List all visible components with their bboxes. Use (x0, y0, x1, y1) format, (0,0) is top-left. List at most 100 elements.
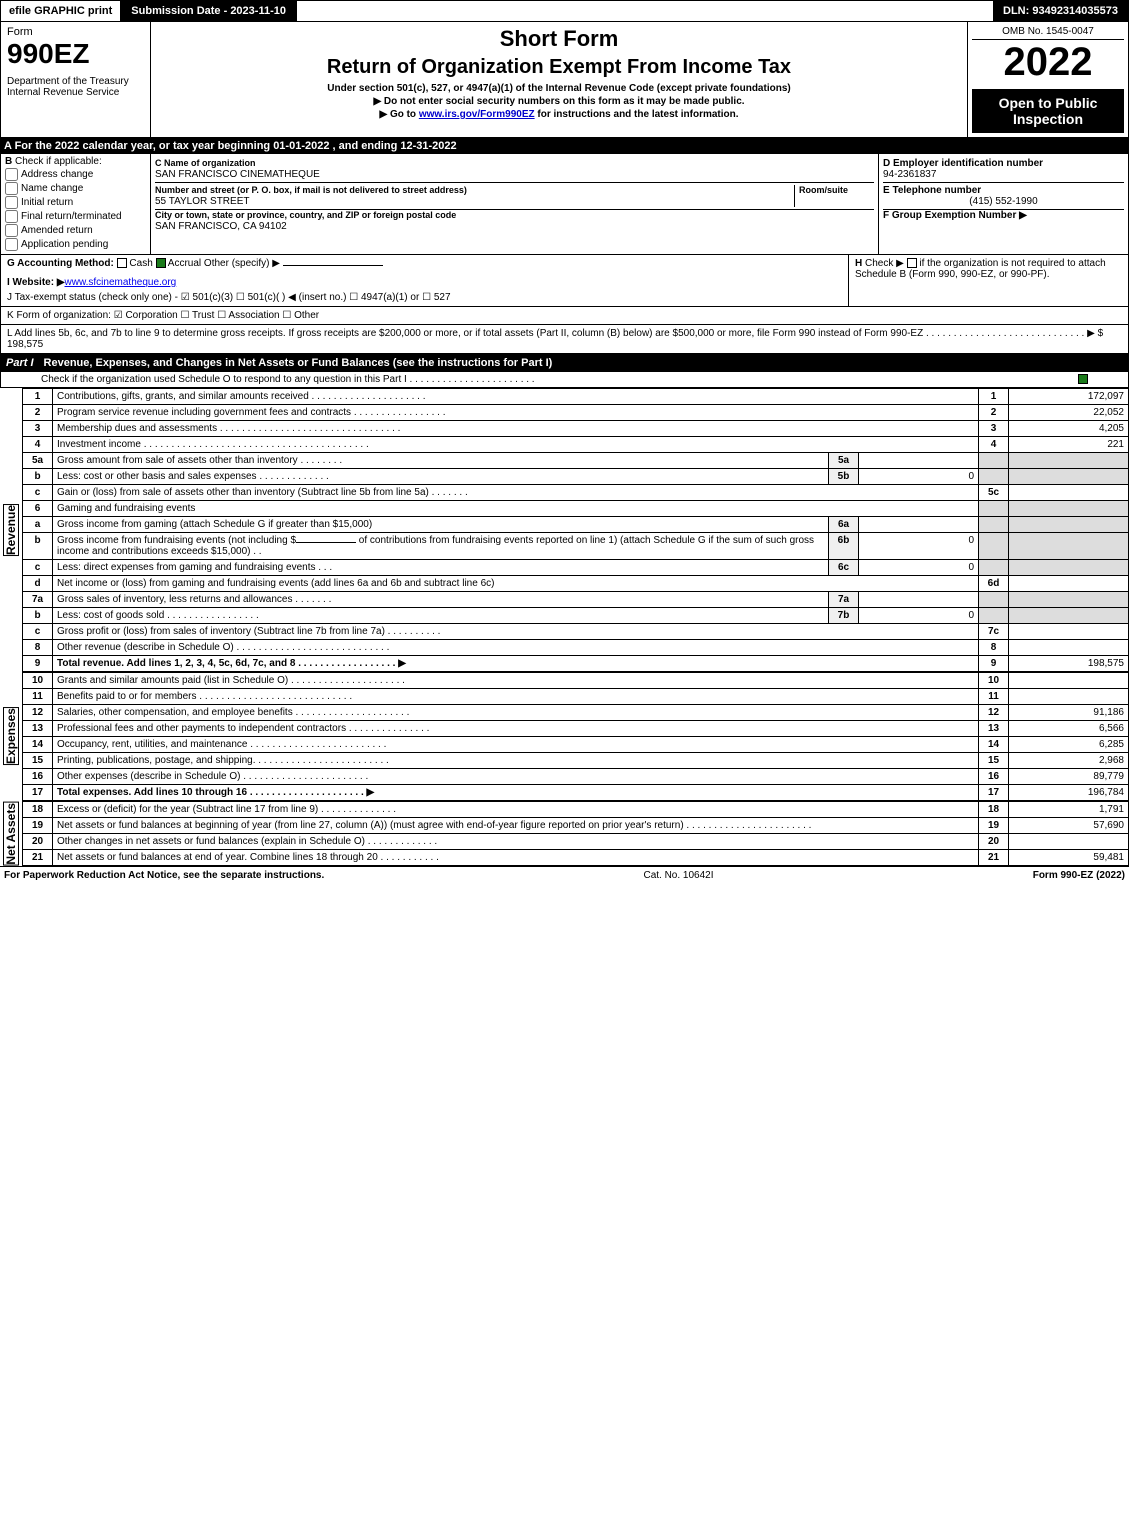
line-6b: bGross income from fundraising events (n… (23, 533, 1129, 560)
part-1-check-row: Check if the organization used Schedule … (0, 372, 1129, 388)
page-footer: For Paperwork Reduction Act Notice, see … (0, 866, 1129, 884)
ln-7a-num: 7a (23, 592, 53, 608)
ln-2-desc: Program service revenue including govern… (53, 405, 979, 421)
ln-6d-desc: Net income or (loss) from gaming and fun… (53, 576, 979, 592)
part-1-check-text: Check if the organization used Schedule … (41, 374, 535, 385)
ln-7b-num: b (23, 608, 53, 624)
chk-amended[interactable]: Amended return (5, 224, 146, 237)
exp-num: 10 (23, 673, 53, 689)
part-1-header: Part I Revenue, Expenses, and Changes in… (0, 354, 1129, 372)
netassets-side-label: Net Assets (3, 802, 19, 866)
h-checkbox[interactable] (907, 258, 917, 268)
ln-2-rval: 22,052 (1009, 405, 1129, 421)
ln-5b-mnum: 5b (829, 469, 859, 485)
line-7b: bLess: cost of goods sold . . . . . . . … (23, 608, 1129, 624)
exp-rnum: 17 (979, 785, 1009, 801)
ln-5b-num: b (23, 469, 53, 485)
line-l-text: L Add lines 5b, 6c, and 7b to line 9 to … (7, 328, 1103, 339)
org-name: SAN FRANCISCO CINEMATHEQUE (155, 169, 320, 180)
ln-6b-mnum: 6b (829, 533, 859, 560)
revenue-table: 1Contributions, gifts, grants, and simil… (22, 388, 1129, 672)
ln-6-shade2 (1009, 501, 1129, 517)
ln-6b-mval: 0 (859, 533, 979, 560)
chk-initial-box[interactable] (5, 196, 18, 209)
h-label: H (855, 258, 862, 269)
chk-initial-return[interactable]: Initial return (5, 196, 146, 209)
g-label: G Accounting Method: (7, 258, 114, 269)
na-desc: Excess or (deficit) for the year (Subtra… (53, 802, 979, 818)
ln-6-num: 6 (23, 501, 53, 517)
ln-6a-shade2 (1009, 517, 1129, 533)
line-j: J Tax-exempt status (check only one) - ☑… (7, 292, 842, 303)
c-label: C Name of organization (155, 158, 256, 168)
ln-7a-desc: Gross sales of inventory, less returns a… (53, 592, 829, 608)
exp-num: 14 (23, 737, 53, 753)
table-row: 20Other changes in net assets or fund ba… (23, 834, 1129, 850)
opt-0: Address change (21, 169, 93, 180)
expenses-section: Expenses 10Grants and similar amounts pa… (0, 672, 1129, 801)
ln-1-rnum: 1 (979, 389, 1009, 405)
expenses-content: 10Grants and similar amounts paid (list … (22, 672, 1129, 801)
ln-7b-mnum: 7b (829, 608, 859, 624)
ln-6c-mnum: 6c (829, 560, 859, 576)
ln-4-desc: Investment income . . . . . . . . . . . … (53, 437, 979, 453)
line-5b: bLess: cost or other basis and sales exp… (23, 469, 1129, 485)
ln-3-num: 3 (23, 421, 53, 437)
ln-8-num: 8 (23, 640, 53, 656)
ln-2-rnum: 2 (979, 405, 1009, 421)
cash-checkbox[interactable] (117, 258, 127, 268)
line-3: 3Membership dues and assessments . . . .… (23, 421, 1129, 437)
e-label: E Telephone number (883, 185, 981, 196)
chk-amended-box[interactable] (5, 224, 18, 237)
opt-2: Initial return (21, 197, 73, 208)
ln-6b-shade2 (1009, 533, 1129, 560)
na-rval: 57,690 (1009, 818, 1129, 834)
chk-pending-box[interactable] (5, 238, 18, 251)
chk-name-change-box[interactable] (5, 182, 18, 195)
ln-6d-rval (1009, 576, 1129, 592)
ln-6a-num: a (23, 517, 53, 533)
ln-5b-shade2 (1009, 469, 1129, 485)
na-rnum: 18 (979, 802, 1009, 818)
chk-name-change[interactable]: Name change (5, 182, 146, 195)
ln-9-rval: 198,575 (1009, 656, 1129, 672)
other-specify-line[interactable] (283, 265, 383, 266)
chk-address-change-box[interactable] (5, 168, 18, 181)
section-b: B Check if applicable: Address change Na… (1, 154, 151, 254)
expenses-side-label: Expenses (3, 707, 19, 765)
table-row: 14Occupancy, rent, utilities, and mainte… (23, 737, 1129, 753)
part-1-label: Part I (6, 357, 44, 369)
city-value: SAN FRANCISCO, CA 94102 (155, 221, 287, 232)
phone-value: (415) 552-1990 (883, 196, 1124, 207)
revenue-side-label: Revenue (3, 504, 19, 556)
opt-1: Name change (21, 183, 83, 194)
ln-8-rnum: 8 (979, 640, 1009, 656)
revenue-section: Revenue 1Contributions, gifts, grants, a… (0, 388, 1129, 672)
chk-app-pending[interactable]: Application pending (5, 238, 146, 251)
ln-6b-blank[interactable] (296, 542, 356, 543)
exp-num: 17 (23, 785, 53, 801)
section-d-e-f: D Employer identification number 94-2361… (878, 154, 1128, 254)
irs-link[interactable]: www.irs.gov/Form990EZ (419, 109, 535, 120)
street-label: Number and street (or P. O. box, if mail… (155, 185, 467, 195)
accrual-checkbox[interactable] (156, 258, 166, 268)
exp-rval: 2,968 (1009, 753, 1129, 769)
na-num: 21 (23, 850, 53, 866)
tax-year: 2022 (972, 40, 1124, 85)
website-link[interactable]: www.sfcinematheque.org (65, 277, 177, 288)
footer-center: Cat. No. 10642I (643, 870, 713, 881)
line-6d: dNet income or (loss) from gaming and fu… (23, 576, 1129, 592)
exp-rval: 196,784 (1009, 785, 1129, 801)
instr-2-pre: ▶ Go to (379, 109, 418, 120)
chk-address-change[interactable]: Address change (5, 168, 146, 181)
ln-9-desc: Total revenue. Add lines 1, 2, 3, 4, 5c,… (53, 656, 979, 672)
ln-5b-shade1 (979, 469, 1009, 485)
chk-final-box[interactable] (5, 210, 18, 223)
spacer (297, 1, 993, 21)
part-1-checkbox[interactable] (1078, 374, 1088, 384)
exp-num: 16 (23, 769, 53, 785)
netassets-table: 18Excess or (deficit) for the year (Subt… (22, 801, 1129, 866)
header-left: Form 990EZ Department of the Treasury In… (1, 22, 151, 137)
exp-num: 11 (23, 689, 53, 705)
chk-final-return[interactable]: Final return/terminated (5, 210, 146, 223)
